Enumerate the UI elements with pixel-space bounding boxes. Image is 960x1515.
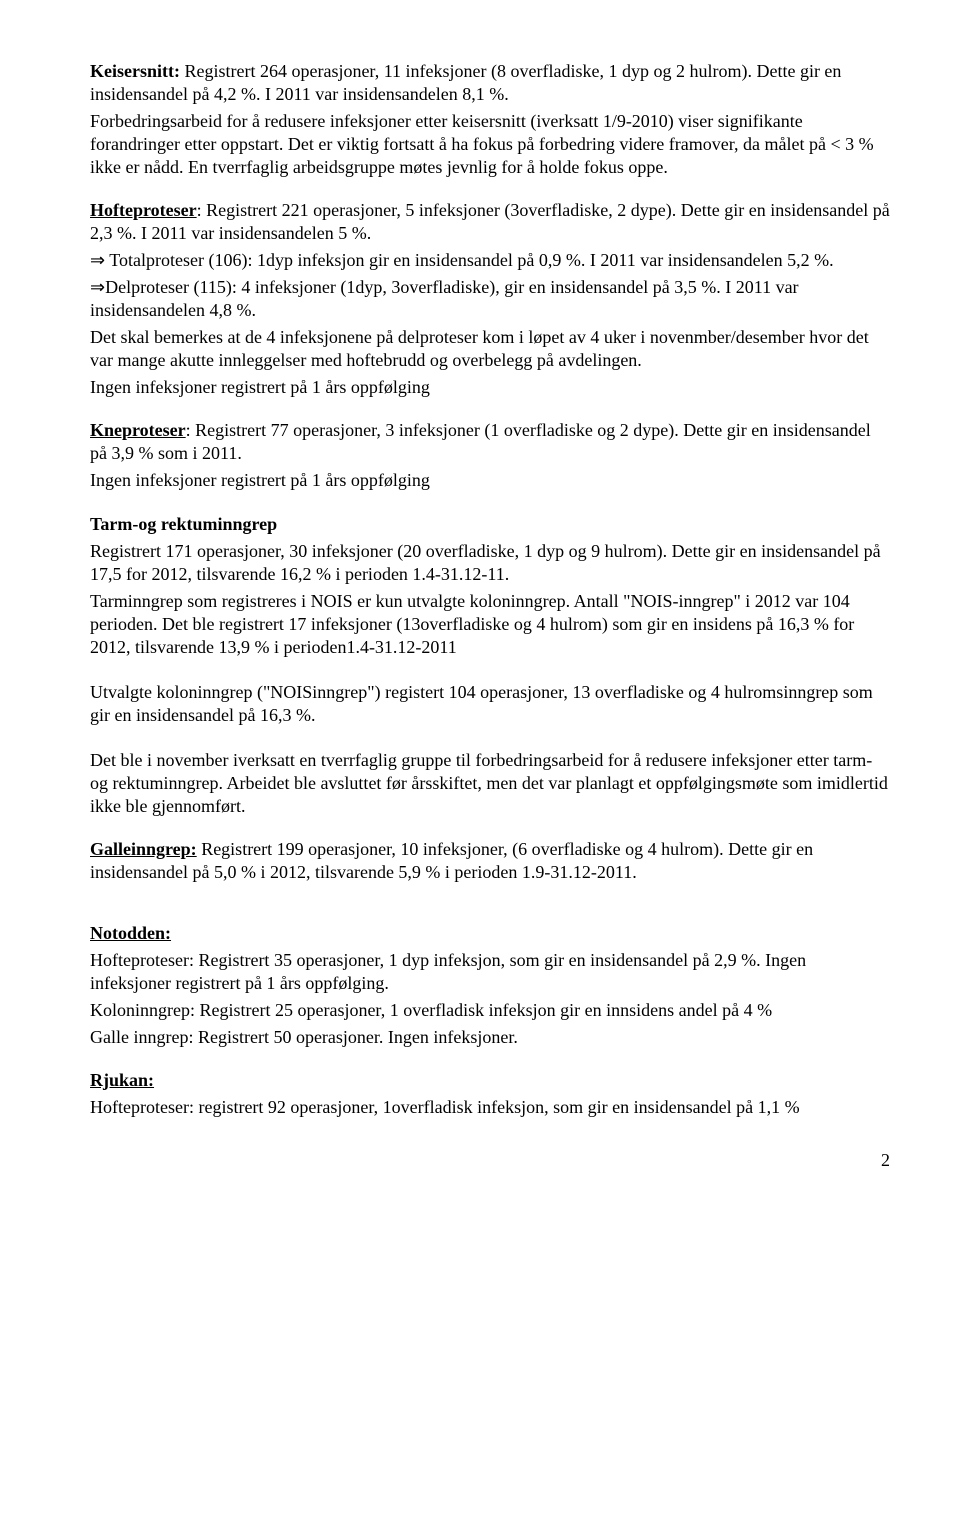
notodden-galle: Galle inngrep: Registrert 50 operasjoner… xyxy=(90,1026,890,1049)
galle-text: Registrert 199 operasjoner, 10 infeksjon… xyxy=(90,839,813,882)
kneproteser-text: : Registrert 77 operasjoner, 3 infeksjon… xyxy=(90,420,871,463)
galle-section: Galleinngrep: Registrert 199 operasjoner… xyxy=(90,838,890,884)
rjukan-section: Rjukan: Hofteproteser: registrert 92 ope… xyxy=(90,1069,890,1119)
rjukan-label: Rjukan: xyxy=(90,1069,890,1092)
tarm-p4: Det ble i november iverksatt en tverrfag… xyxy=(90,749,890,818)
keisersnitt-label: Keisersnitt: xyxy=(90,61,180,81)
keisersnitt-p2: Forbedringsarbeid for å redusere infeksj… xyxy=(90,110,890,179)
tarm-p2: Tarminngrep som registreres i NOIS er ku… xyxy=(90,590,890,659)
keisersnitt-section: Keisersnitt: Registrert 264 operasjoner,… xyxy=(90,60,890,179)
kneproteser-followup: Ingen infeksjoner registrert på 1 års op… xyxy=(90,469,890,492)
notodden-label: Notodden: xyxy=(90,922,890,945)
tarm-label: Tarm-og rektuminngrep xyxy=(90,513,890,536)
galle-p1: Galleinngrep: Registrert 199 operasjoner… xyxy=(90,838,890,884)
page-number: 2 xyxy=(90,1149,890,1172)
hofteproteser-text: : Registrert 221 operasjoner, 5 infeksjo… xyxy=(90,200,890,243)
kneproteser-label: Kneproteser xyxy=(90,420,186,440)
notodden-kolon: Koloninngrep: Registrert 25 operasjoner,… xyxy=(90,999,890,1022)
hofteproteser-note: Det skal bemerkes at de 4 infeksjonene p… xyxy=(90,326,890,372)
kneproteser-section: Kneproteser: Registrert 77 operasjoner, … xyxy=(90,419,890,492)
hofteproteser-p1: Hofteproteser: Registrert 221 operasjone… xyxy=(90,199,890,245)
rjukan-hofte: Hofteproteser: registrert 92 operasjoner… xyxy=(90,1096,890,1119)
tarm-p1: Registrert 171 operasjoner, 30 infeksjon… xyxy=(90,540,890,586)
hofteproteser-del: ⇒Delproteser (115): 4 infeksjoner (1dyp,… xyxy=(90,276,890,322)
hofteproteser-followup: Ingen infeksjoner registrert på 1 års op… xyxy=(90,376,890,399)
keisersnitt-p1: Keisersnitt: Registrert 264 operasjoner,… xyxy=(90,60,890,106)
galle-label: Galleinngrep: xyxy=(90,839,197,859)
notodden-hofte: Hofteproteser: Registrert 35 operasjoner… xyxy=(90,949,890,995)
tarm-section: Tarm-og rektuminngrep Registrert 171 ope… xyxy=(90,513,890,818)
hofteproteser-section: Hofteproteser: Registrert 221 operasjone… xyxy=(90,199,890,399)
hofteproteser-total: ⇒ Totalproteser (106): 1dyp infeksjon gi… xyxy=(90,249,890,272)
notodden-section: Notodden: Hofteproteser: Registrert 35 o… xyxy=(90,922,890,1049)
hofteproteser-label: Hofteproteser xyxy=(90,200,197,220)
tarm-p3: Utvalgte koloninngrep ("NOISinngrep") re… xyxy=(90,681,890,727)
keisersnitt-text: Registrert 264 operasjoner, 11 infeksjon… xyxy=(90,61,841,104)
kneproteser-p1: Kneproteser: Registrert 77 operasjoner, … xyxy=(90,419,890,465)
